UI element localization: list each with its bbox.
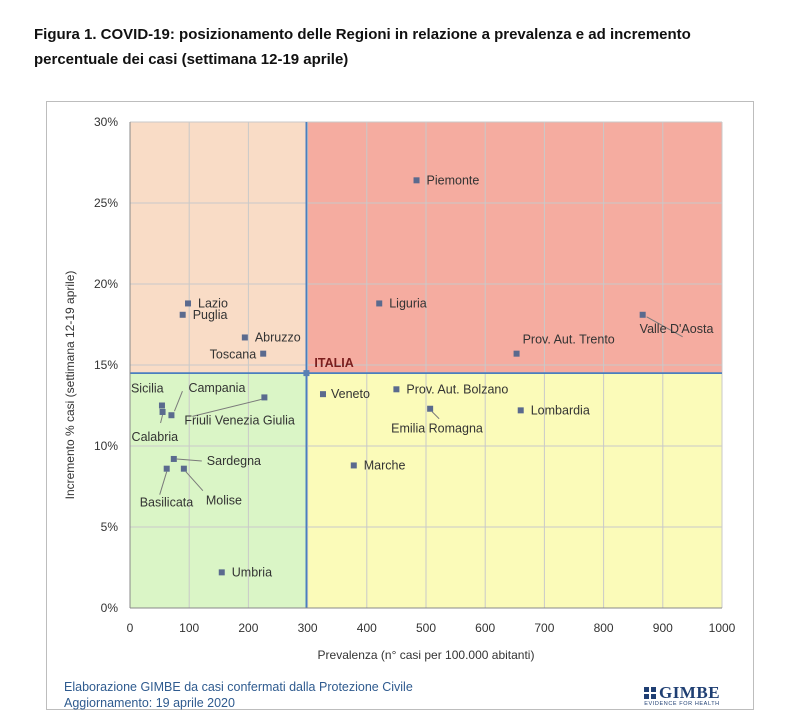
leader-line xyxy=(646,316,683,338)
point-label: Friuli Venezia Giulia xyxy=(184,413,295,427)
gimbe-logo: GIMBE EVIDENCE FOR HEALTH xyxy=(641,684,723,708)
leader-line xyxy=(176,458,202,462)
point-label: Abruzzo xyxy=(255,330,301,344)
x-tick-label: 500 xyxy=(416,621,436,635)
x-axis-title: Prevalenza (n° casi per 100.000 abitanti… xyxy=(318,648,535,662)
point-label: Sardegna xyxy=(207,454,261,468)
y-tick-label: 10% xyxy=(94,439,118,453)
point-label: Puglia xyxy=(193,308,228,322)
y-tick-label: 0% xyxy=(101,601,119,615)
x-tick-label: 0 xyxy=(127,621,134,635)
leader-line xyxy=(192,398,262,417)
footer-update: Aggiornamento: 19 aprile 2020 xyxy=(64,696,235,710)
leader-line xyxy=(185,471,204,492)
leader-line xyxy=(431,411,440,420)
point-marker xyxy=(170,455,177,462)
y-axis-title: Incremento % casi (settimana 12-19 april… xyxy=(63,271,77,500)
point-marker xyxy=(376,300,383,307)
point-label: Sicilia xyxy=(131,382,164,396)
y-tick-label: 15% xyxy=(94,358,118,372)
point-marker xyxy=(158,402,165,409)
point-label: Valle D'Aosta xyxy=(640,322,714,336)
quadrant-top-left xyxy=(130,122,307,374)
x-tick-label: 400 xyxy=(357,621,377,635)
gimbe-grid-icon xyxy=(643,687,656,699)
x-tick-label: 1000 xyxy=(709,621,736,635)
point-label: Prov. Aut. Trento xyxy=(523,333,615,347)
point-marker xyxy=(513,350,520,357)
logo-name: GIMBE xyxy=(658,683,721,702)
point-label: Molise xyxy=(206,494,242,508)
point-label: Umbria xyxy=(232,565,272,579)
point-label: Basilicata xyxy=(140,496,194,510)
logo-tagline: EVIDENCE FOR HEALTH xyxy=(644,701,720,707)
point-marker xyxy=(179,311,186,318)
x-tick-label: 600 xyxy=(475,621,495,635)
point-marker xyxy=(163,465,170,472)
point-marker xyxy=(159,408,166,415)
point-marker xyxy=(350,462,357,469)
quadrant-bottom-left xyxy=(130,373,307,608)
footer-source: Elaborazione GIMBE da casi confermati da… xyxy=(64,680,413,694)
point-label: Emilia Romagna xyxy=(391,422,483,436)
x-tick-label: 900 xyxy=(653,621,673,635)
leader-line xyxy=(159,471,168,495)
point-marker xyxy=(639,311,646,318)
point-marker xyxy=(393,386,400,393)
figure-title: Figura 1. COVID-19: posizionamento delle… xyxy=(34,26,691,68)
x-tick-label: 200 xyxy=(238,621,258,635)
reference-label: ITALIA xyxy=(314,356,353,370)
point-marker xyxy=(260,350,267,357)
point-marker xyxy=(261,394,268,401)
point-marker xyxy=(218,569,225,576)
leader-line xyxy=(173,391,183,412)
point-label: Toscana xyxy=(210,348,257,362)
point-marker xyxy=(180,465,187,472)
point-marker xyxy=(241,334,248,341)
leader-line xyxy=(160,414,164,424)
y-tick-label: 20% xyxy=(94,277,118,291)
point-label: Calabria xyxy=(132,430,179,444)
x-tick-label: 700 xyxy=(534,621,554,635)
chart-frame xyxy=(46,101,754,710)
point-marker xyxy=(185,300,192,307)
point-label: Lazio xyxy=(198,296,228,310)
y-tick-label: 5% xyxy=(101,520,119,534)
point-label: Lombardia xyxy=(531,403,590,417)
point-label: Marche xyxy=(364,458,406,472)
point-marker xyxy=(413,177,420,184)
y-tick-label: 25% xyxy=(94,196,118,210)
point-marker xyxy=(427,405,434,412)
chart-footer: Elaborazione GIMBE da casi confermati da… xyxy=(64,679,413,711)
point-label: Campania xyxy=(188,381,245,395)
quadrant-top-right xyxy=(306,122,722,374)
x-tick-label: 800 xyxy=(594,621,614,635)
point-marker xyxy=(319,391,326,398)
x-tick-label: 300 xyxy=(298,621,318,635)
reference-marker xyxy=(303,370,310,377)
point-label: Veneto xyxy=(331,387,370,401)
point-label: Liguria xyxy=(389,296,427,310)
quadrant-bottom-right xyxy=(306,373,722,608)
y-tick-label: 30% xyxy=(94,115,118,129)
point-label: Piemonte xyxy=(427,173,480,187)
point-label: Prov. Aut. Bolzano xyxy=(406,382,508,396)
point-marker xyxy=(517,407,524,414)
point-marker xyxy=(168,412,175,419)
x-tick-label: 100 xyxy=(179,621,199,635)
